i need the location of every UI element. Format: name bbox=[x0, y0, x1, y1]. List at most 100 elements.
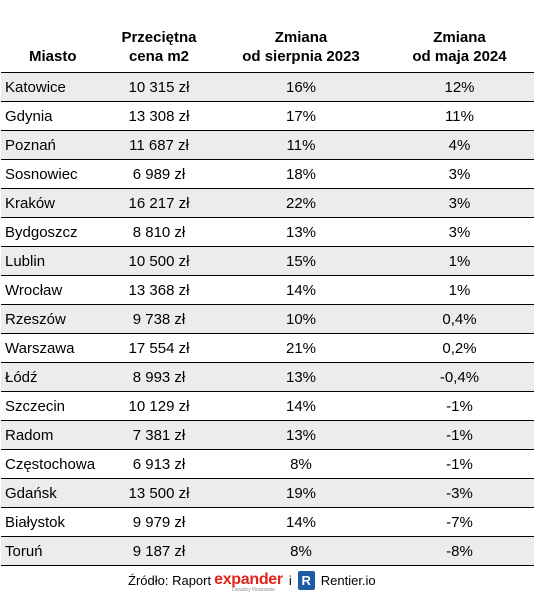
cell-change-2023: 11% bbox=[217, 130, 385, 160]
table-header-row: Miasto Przeciętna cena m2 Zmiana od sier… bbox=[1, 16, 534, 73]
table-row: Poznań 11 687 zł 11% 4% bbox=[1, 130, 534, 160]
header-price-line1: Przeciętna bbox=[121, 29, 197, 46]
header-change-2023-line1: Zmiana bbox=[274, 29, 328, 46]
cell-change-2024: -0,4% bbox=[385, 362, 534, 392]
expander-logo-tagline: Doradcy Finansowi bbox=[232, 587, 275, 593]
table-row: Wrocław 13 368 zł 14% 1% bbox=[1, 275, 534, 305]
cell-city: Warszawa bbox=[1, 333, 101, 363]
expander-logo: expander Doradcy Finansowi bbox=[214, 571, 283, 593]
cell-price: 10 315 zł bbox=[101, 72, 217, 102]
cell-change-2024: 3% bbox=[385, 159, 534, 189]
table-row: Lublin 10 500 zł 15% 1% bbox=[1, 246, 534, 276]
table-row: Białystok 9 979 zł 14% -7% bbox=[1, 507, 534, 537]
cell-price: 7 381 zł bbox=[101, 420, 217, 450]
header-change-2024: Zmiana od maja 2024 bbox=[385, 16, 534, 73]
header-price: Przeciętna cena m2 bbox=[101, 16, 217, 73]
cell-price: 13 500 zł bbox=[101, 478, 217, 508]
cell-price: 6 989 zł bbox=[101, 159, 217, 189]
cell-change-2024: 0,2% bbox=[385, 333, 534, 363]
cell-change-2024: -1% bbox=[385, 449, 534, 479]
table-row: Sosnowiec 6 989 zł 18% 3% bbox=[1, 159, 534, 189]
cell-change-2023: 13% bbox=[217, 420, 385, 450]
rentier-name: Rentier.io bbox=[320, 572, 376, 588]
cell-price: 9 187 zł bbox=[101, 536, 217, 566]
cell-change-2024: 0,4% bbox=[385, 304, 534, 334]
cell-price: 16 217 zł bbox=[101, 188, 217, 218]
cell-price: 9 979 zł bbox=[101, 507, 217, 537]
cell-price: 9 738 zł bbox=[101, 304, 217, 334]
cell-price: 8 993 zł bbox=[101, 362, 217, 392]
table-row: Radom 7 381 zł 13% -1% bbox=[1, 420, 534, 450]
cell-price: 8 810 zł bbox=[101, 217, 217, 247]
cell-city: Radom bbox=[1, 420, 101, 450]
cell-change-2023: 8% bbox=[217, 536, 385, 566]
header-change-2024-line2: od maja 2024 bbox=[412, 48, 507, 65]
cell-change-2023: 13% bbox=[217, 362, 385, 392]
cell-change-2023: 8% bbox=[217, 449, 385, 479]
table-row: Szczecin 10 129 zł 14% -1% bbox=[1, 391, 534, 421]
table-body: Katowice 10 315 zł 16% 12% Gdynia 13 308 zł 17… bbox=[1, 72, 534, 566]
cell-city: Łódź bbox=[1, 362, 101, 392]
table-row: Częstochowa 6 913 zł 8% -1% bbox=[1, 449, 534, 479]
cell-city: Bydgoszcz bbox=[1, 217, 101, 247]
cell-change-2024: -8% bbox=[385, 536, 534, 566]
cell-change-2023: 16% bbox=[217, 72, 385, 102]
table-row: Kraków 16 217 zł 22% 3% bbox=[1, 188, 534, 218]
cell-change-2023: 10% bbox=[217, 304, 385, 334]
table-row: Katowice 10 315 zł 16% 12% bbox=[1, 72, 534, 102]
rentier-logo-icon: R bbox=[297, 570, 315, 590]
source-label: Źródło: Raport bbox=[128, 572, 212, 588]
cell-city: Gdynia bbox=[1, 101, 101, 131]
cell-change-2023: 14% bbox=[217, 391, 385, 421]
cell-change-2023: 19% bbox=[217, 478, 385, 508]
cell-change-2024: 1% bbox=[385, 246, 534, 276]
cell-city: Katowice bbox=[1, 72, 101, 102]
table-row: Rzeszów 9 738 zł 10% 0,4% bbox=[1, 304, 534, 334]
table-row: Łódź 8 993 zł 13% -0,4% bbox=[1, 362, 534, 392]
cell-change-2024: 12% bbox=[385, 72, 534, 102]
cell-price: 13 308 zł bbox=[101, 101, 217, 131]
cell-change-2023: 15% bbox=[217, 246, 385, 276]
header-change-2023-line2: od sierpnia 2023 bbox=[242, 48, 360, 65]
cell-change-2024: 11% bbox=[385, 101, 534, 131]
cell-city: Rzeszów bbox=[1, 304, 101, 334]
cell-price: 11 687 zł bbox=[101, 130, 217, 160]
cell-price: 6 913 zł bbox=[101, 449, 217, 479]
cell-price: 13 368 zł bbox=[101, 275, 217, 305]
cell-price: 10 500 zł bbox=[101, 246, 217, 276]
cell-change-2023: 14% bbox=[217, 507, 385, 537]
cell-change-2023: 17% bbox=[217, 101, 385, 131]
table-row: Warszawa 17 554 zł 21% 0,2% bbox=[1, 333, 534, 363]
cell-price: 17 554 zł bbox=[101, 333, 217, 363]
cell-change-2024: -7% bbox=[385, 507, 534, 537]
cell-city: Gdańsk bbox=[1, 478, 101, 508]
cell-change-2024: 3% bbox=[385, 188, 534, 218]
header-city: Miasto bbox=[29, 48, 77, 65]
cell-city: Wrocław bbox=[1, 275, 101, 305]
source-credit: Źródło: Raport expander Doradcy Finansow… bbox=[128, 569, 376, 593]
cell-change-2024: -1% bbox=[385, 391, 534, 421]
cell-change-2023: 14% bbox=[217, 275, 385, 305]
cell-city: Lublin bbox=[1, 246, 101, 276]
cell-change-2024: 3% bbox=[385, 217, 534, 247]
cell-change-2024: -1% bbox=[385, 420, 534, 450]
cell-city: Sosnowiec bbox=[1, 159, 101, 189]
cell-city: Częstochowa bbox=[1, 449, 101, 479]
table-row: Gdańsk 13 500 zł 19% -3% bbox=[1, 478, 534, 508]
cell-change-2023: 22% bbox=[217, 188, 385, 218]
cell-city: Poznań bbox=[1, 130, 101, 160]
cell-change-2024: -3% bbox=[385, 478, 534, 508]
table-row: Toruń 9 187 zł 8% -8% bbox=[1, 536, 534, 566]
cell-change-2023: 21% bbox=[217, 333, 385, 363]
table-row: Bydgoszcz 8 810 zł 13% 3% bbox=[1, 217, 534, 247]
expander-logo-text: expander bbox=[214, 571, 283, 588]
header-price-line2: cena m2 bbox=[128, 48, 190, 65]
header-change-2024-line1: Zmiana bbox=[433, 29, 486, 46]
cell-change-2024: 4% bbox=[385, 130, 534, 160]
cell-city: Szczecin bbox=[1, 391, 101, 421]
cell-city: Toruń bbox=[1, 536, 101, 566]
table-row: Gdynia 13 308 zł 17% 11% bbox=[1, 101, 534, 131]
cell-change-2023: 13% bbox=[217, 217, 385, 247]
cell-price: 10 129 zł bbox=[101, 391, 217, 421]
